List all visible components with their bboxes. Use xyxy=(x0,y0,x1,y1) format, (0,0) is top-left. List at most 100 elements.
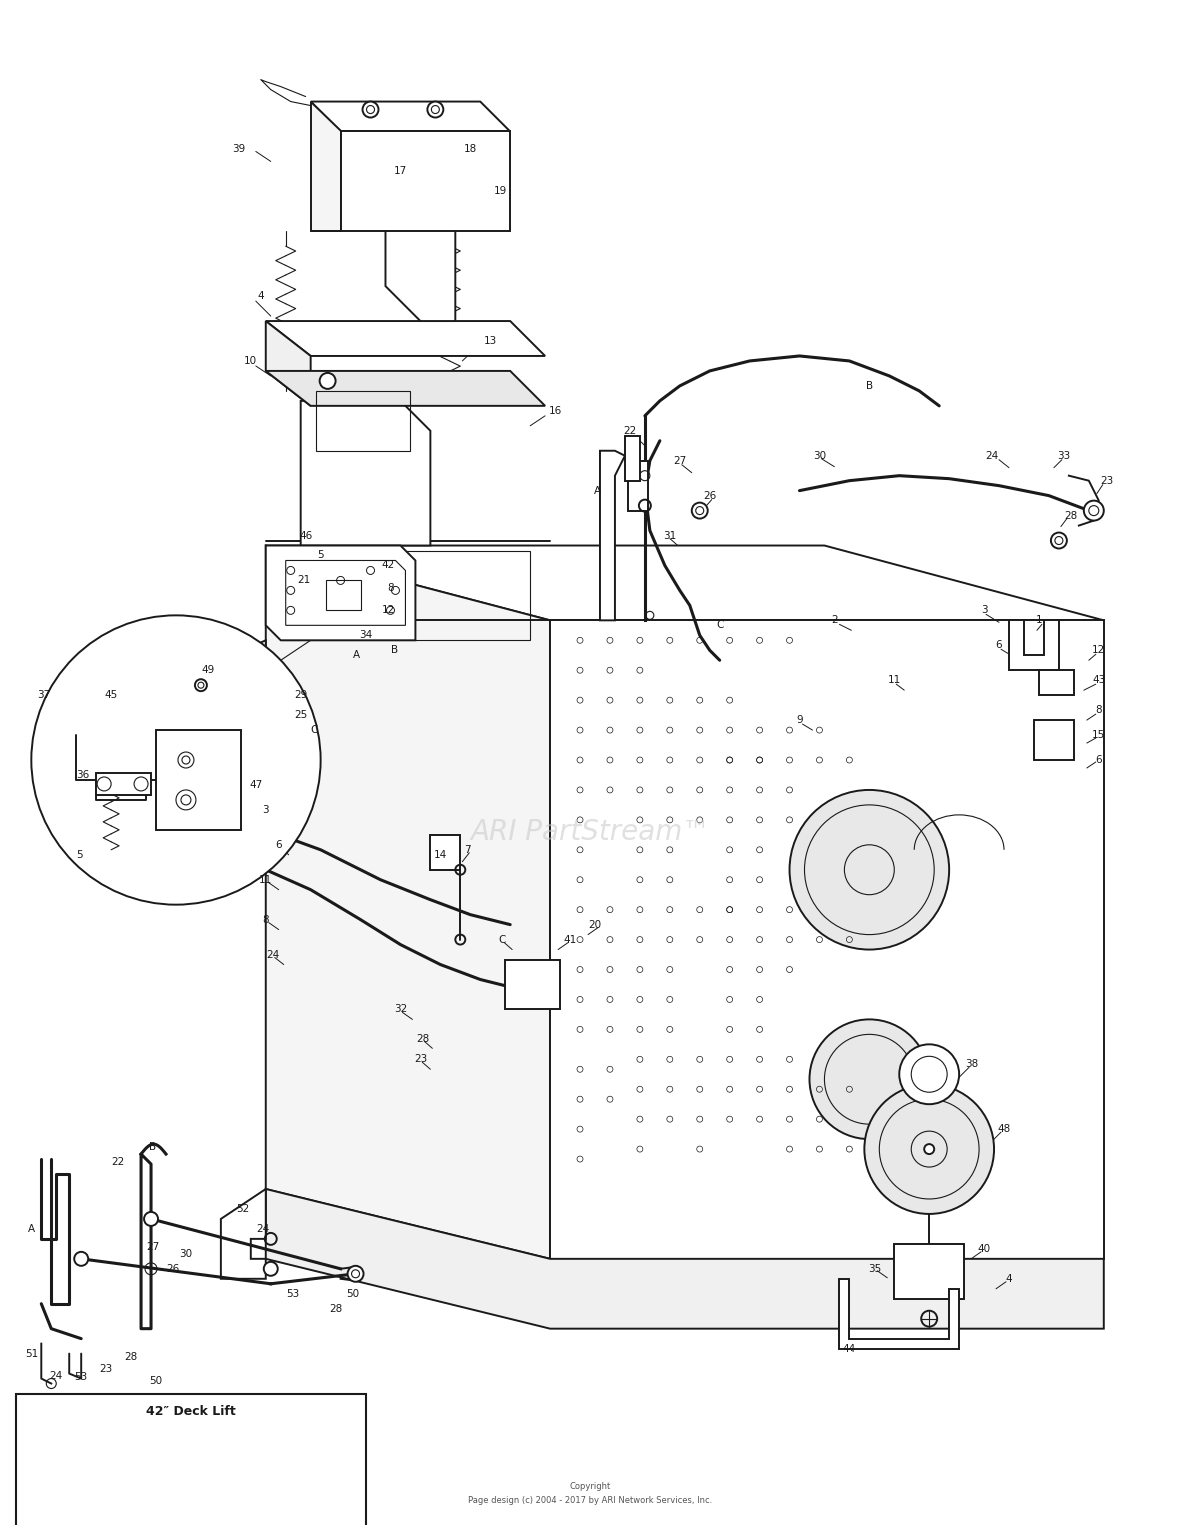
Text: 24: 24 xyxy=(256,1225,269,1234)
Bar xyxy=(17,1394,366,1527)
Text: 42: 42 xyxy=(382,560,395,571)
Polygon shape xyxy=(266,545,550,1258)
Polygon shape xyxy=(505,959,560,1009)
Circle shape xyxy=(899,1044,959,1104)
Circle shape xyxy=(348,1266,363,1281)
Text: 13: 13 xyxy=(484,336,497,347)
Text: 32: 32 xyxy=(394,1005,407,1014)
Text: 18: 18 xyxy=(464,145,477,154)
Text: 26: 26 xyxy=(703,490,716,501)
Text: 11: 11 xyxy=(887,675,900,686)
Polygon shape xyxy=(266,545,415,640)
Polygon shape xyxy=(625,435,640,481)
Text: 33: 33 xyxy=(1057,450,1070,461)
Circle shape xyxy=(74,1252,88,1266)
Text: 8: 8 xyxy=(1095,705,1102,715)
Polygon shape xyxy=(156,730,241,829)
Circle shape xyxy=(865,1084,994,1214)
Text: B: B xyxy=(150,1142,157,1151)
Text: 17: 17 xyxy=(394,166,407,177)
Text: 6: 6 xyxy=(275,840,282,851)
Circle shape xyxy=(789,789,949,950)
Text: 24: 24 xyxy=(267,950,280,959)
Bar xyxy=(96,773,151,796)
Text: 6: 6 xyxy=(996,640,1002,651)
Polygon shape xyxy=(310,131,510,231)
Polygon shape xyxy=(266,1190,1103,1328)
Text: 23: 23 xyxy=(414,1054,427,1064)
Text: 41: 41 xyxy=(563,935,577,945)
Polygon shape xyxy=(266,321,545,356)
Circle shape xyxy=(691,502,708,519)
Polygon shape xyxy=(301,402,431,545)
Text: 26: 26 xyxy=(166,1264,179,1274)
Text: 53: 53 xyxy=(286,1289,300,1299)
Text: 47: 47 xyxy=(249,780,262,789)
Text: 7: 7 xyxy=(464,844,471,855)
Polygon shape xyxy=(1009,620,1058,670)
Text: 5: 5 xyxy=(317,551,324,560)
Text: 29: 29 xyxy=(294,690,307,701)
Text: 37: 37 xyxy=(37,690,50,701)
Text: 20: 20 xyxy=(589,919,602,930)
Text: 36: 36 xyxy=(77,770,90,780)
Text: 30: 30 xyxy=(179,1249,192,1258)
Text: 39: 39 xyxy=(232,145,245,154)
Text: 52: 52 xyxy=(236,1203,249,1214)
Bar xyxy=(326,580,361,611)
Text: 31: 31 xyxy=(663,530,676,541)
Text: ARI PartStream™: ARI PartStream™ xyxy=(470,818,710,846)
Text: 28: 28 xyxy=(415,1034,430,1044)
Text: 3: 3 xyxy=(262,805,269,815)
Bar xyxy=(894,1245,964,1299)
Text: A: A xyxy=(353,651,360,660)
Text: 24: 24 xyxy=(50,1371,63,1380)
Circle shape xyxy=(924,1144,935,1154)
Text: 19: 19 xyxy=(493,186,507,197)
Text: 30: 30 xyxy=(813,450,826,461)
Text: 12: 12 xyxy=(1093,646,1106,655)
Text: 22: 22 xyxy=(111,1157,125,1167)
Polygon shape xyxy=(310,102,341,231)
Text: 53: 53 xyxy=(74,1371,87,1382)
Text: A: A xyxy=(595,486,602,496)
Text: 43: 43 xyxy=(1093,675,1106,686)
Text: 35: 35 xyxy=(867,1264,881,1274)
Text: 27: 27 xyxy=(146,1241,159,1252)
Polygon shape xyxy=(1034,721,1074,760)
Bar xyxy=(431,835,460,870)
Text: 21: 21 xyxy=(297,576,310,585)
Text: 3: 3 xyxy=(981,605,988,615)
Circle shape xyxy=(144,1212,158,1226)
Text: 28: 28 xyxy=(1064,510,1077,521)
Text: 1: 1 xyxy=(1036,615,1042,626)
Text: Page design (c) 2004 - 2017 by ARI Network Services, Inc.: Page design (c) 2004 - 2017 by ARI Netwo… xyxy=(468,1496,712,1504)
Text: 24: 24 xyxy=(985,450,998,461)
Polygon shape xyxy=(628,461,648,510)
Text: C: C xyxy=(716,620,723,631)
Text: 22: 22 xyxy=(623,426,636,435)
Text: 4: 4 xyxy=(257,292,264,301)
Text: 16: 16 xyxy=(549,406,562,415)
Text: C: C xyxy=(310,725,317,734)
Text: Copyright: Copyright xyxy=(570,1481,610,1490)
Polygon shape xyxy=(266,545,1103,620)
Text: 6: 6 xyxy=(1095,754,1102,765)
Text: 40: 40 xyxy=(977,1245,991,1254)
Circle shape xyxy=(809,1020,929,1139)
Text: 38: 38 xyxy=(965,1060,978,1069)
Circle shape xyxy=(264,1261,277,1275)
Text: 34: 34 xyxy=(359,631,372,640)
Circle shape xyxy=(1084,501,1103,521)
Polygon shape xyxy=(310,102,510,131)
Text: 25: 25 xyxy=(294,710,307,721)
Text: 23: 23 xyxy=(1100,476,1114,486)
Text: 4: 4 xyxy=(1005,1274,1012,1284)
Text: 27: 27 xyxy=(673,455,687,466)
Text: C: C xyxy=(498,935,506,945)
Bar xyxy=(281,551,530,640)
Polygon shape xyxy=(839,1278,959,1348)
Text: 49: 49 xyxy=(202,666,215,675)
Polygon shape xyxy=(366,151,455,321)
Text: A: A xyxy=(28,1225,35,1234)
